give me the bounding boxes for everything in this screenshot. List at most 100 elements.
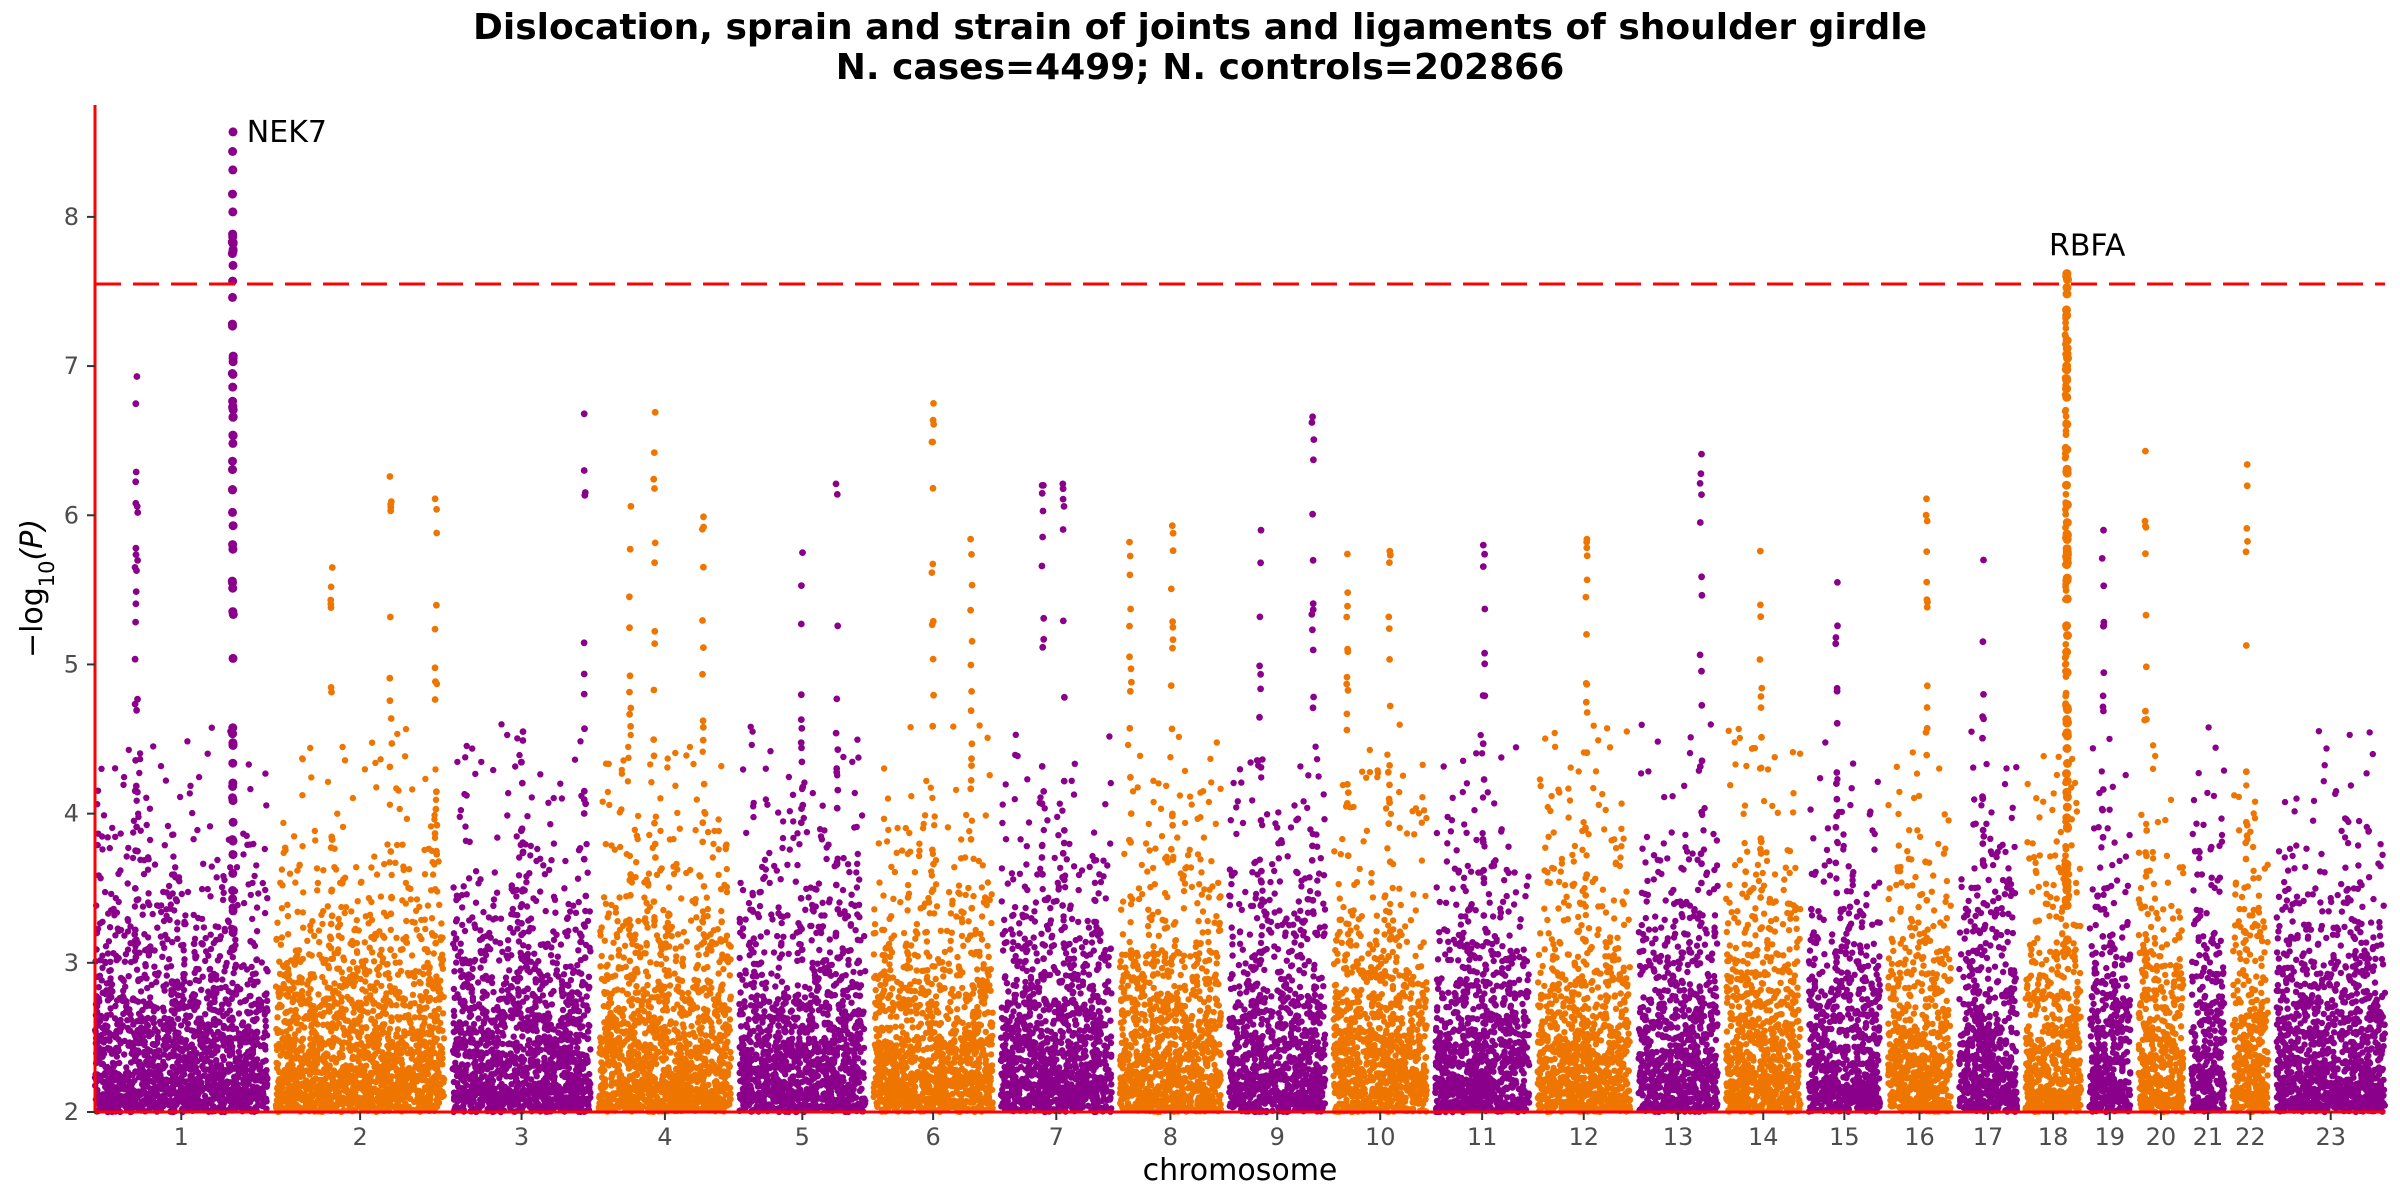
data-point bbox=[161, 944, 168, 951]
data-point bbox=[437, 1081, 444, 1088]
data-point bbox=[572, 1071, 580, 1079]
data-point bbox=[553, 967, 561, 974]
data-point bbox=[487, 975, 495, 982]
data-point bbox=[295, 1047, 302, 1054]
data-point bbox=[97, 1017, 104, 1025]
data-point bbox=[432, 796, 440, 803]
data-point bbox=[383, 1098, 391, 1105]
data-point bbox=[432, 766, 439, 773]
data-point bbox=[586, 908, 593, 915]
data-point bbox=[181, 961, 188, 968]
data-point bbox=[586, 1084, 593, 1091]
data-point bbox=[274, 1004, 281, 1011]
data-point bbox=[385, 969, 392, 977]
data-point bbox=[331, 1071, 338, 1079]
data-point bbox=[109, 1059, 117, 1067]
data-point bbox=[101, 888, 109, 896]
data-point bbox=[206, 823, 214, 830]
data-point bbox=[139, 1033, 147, 1040]
data-point bbox=[228, 1079, 235, 1086]
data-point bbox=[575, 1037, 582, 1045]
data-point bbox=[580, 1012, 588, 1019]
data-point bbox=[401, 996, 409, 1003]
data-point bbox=[253, 1084, 261, 1091]
data-point bbox=[150, 1054, 158, 1061]
data-point bbox=[420, 1053, 427, 1061]
data-point bbox=[408, 952, 416, 959]
data-point bbox=[495, 1050, 502, 1057]
data-point bbox=[371, 853, 378, 860]
data-point bbox=[124, 880, 131, 887]
data-point bbox=[319, 973, 326, 981]
data-point bbox=[494, 1091, 501, 1098]
data-point bbox=[316, 1044, 323, 1052]
data-point bbox=[282, 1040, 289, 1047]
data-point bbox=[285, 1085, 292, 1092]
data-point bbox=[317, 1011, 324, 1018]
data-point bbox=[373, 1089, 380, 1096]
data-point bbox=[450, 985, 458, 993]
data-point bbox=[170, 853, 177, 860]
data-point bbox=[254, 1073, 261, 1081]
data-point bbox=[409, 1026, 416, 1034]
data-point bbox=[98, 833, 106, 840]
data-point bbox=[396, 805, 403, 813]
data-point bbox=[548, 1001, 556, 1008]
data-point bbox=[560, 990, 568, 998]
data-point bbox=[106, 1102, 113, 1109]
data-point bbox=[375, 1013, 382, 1020]
data-point bbox=[140, 1085, 147, 1092]
data-point bbox=[113, 1027, 120, 1035]
data-point bbox=[512, 763, 519, 770]
data-point bbox=[280, 819, 287, 827]
data-point bbox=[173, 1029, 180, 1036]
data-point bbox=[302, 1052, 309, 1059]
data-point bbox=[456, 813, 463, 820]
data-point bbox=[291, 1086, 298, 1093]
data-point bbox=[541, 1083, 548, 1090]
data-point bbox=[162, 931, 169, 939]
data-point bbox=[406, 1018, 413, 1025]
data-point bbox=[181, 1103, 188, 1110]
data-point bbox=[320, 867, 327, 874]
data-point bbox=[242, 1056, 249, 1063]
data-point bbox=[532, 1002, 539, 1009]
data-point bbox=[576, 1060, 583, 1067]
data-point bbox=[131, 1102, 138, 1109]
data-point bbox=[164, 1025, 171, 1033]
data-point bbox=[160, 1051, 168, 1058]
data-point bbox=[386, 859, 393, 866]
data-point bbox=[125, 844, 132, 852]
data-point bbox=[480, 975, 488, 982]
data-point bbox=[516, 1091, 523, 1098]
data-point bbox=[152, 1083, 159, 1090]
data-point bbox=[181, 1056, 188, 1064]
data-point bbox=[235, 1010, 243, 1017]
data-point bbox=[342, 904, 350, 911]
data-point bbox=[627, 731, 634, 739]
data-point bbox=[420, 1100, 427, 1107]
data-point bbox=[320, 907, 327, 915]
data-point bbox=[473, 1029, 480, 1036]
data-point bbox=[274, 1014, 281, 1021]
data-point bbox=[559, 1006, 567, 1014]
data-point bbox=[198, 1083, 205, 1090]
data-point bbox=[207, 893, 214, 900]
data-point bbox=[537, 888, 544, 895]
data-point bbox=[118, 1081, 125, 1088]
data-point bbox=[231, 964, 239, 972]
data-point bbox=[160, 888, 167, 896]
data-point bbox=[450, 1064, 457, 1072]
data-point bbox=[179, 1048, 186, 1055]
data-point bbox=[192, 953, 199, 960]
data-point bbox=[453, 1036, 460, 1043]
data-point bbox=[519, 1033, 526, 1040]
data-point bbox=[394, 1080, 401, 1088]
data-point bbox=[120, 781, 127, 788]
data-point bbox=[398, 1060, 406, 1067]
data-point bbox=[284, 901, 291, 908]
data-point bbox=[290, 833, 298, 840]
data-point bbox=[107, 1005, 114, 1012]
data-point bbox=[311, 932, 318, 939]
data-point bbox=[188, 1088, 195, 1095]
